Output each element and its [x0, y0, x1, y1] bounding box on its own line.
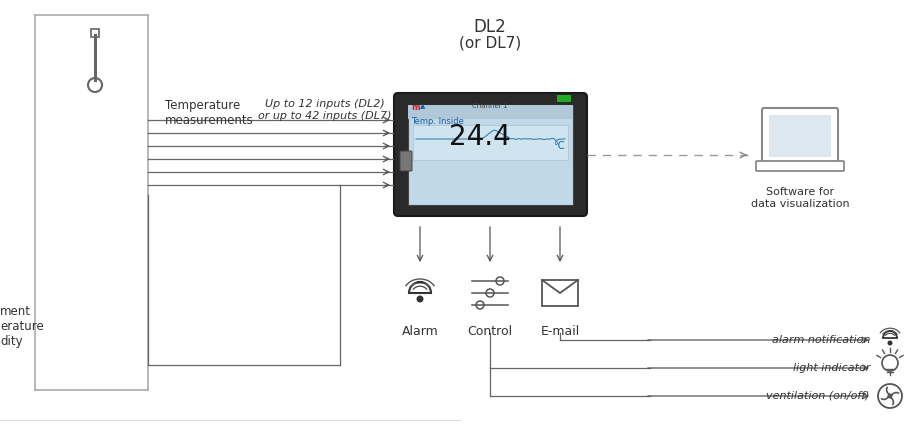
- Circle shape: [88, 78, 102, 92]
- Text: °C: °C: [553, 141, 565, 151]
- Text: ment
erature
dity: ment erature dity: [0, 305, 44, 348]
- Circle shape: [416, 295, 424, 302]
- Text: ventilation (on/off): ventilation (on/off): [767, 391, 870, 401]
- FancyBboxPatch shape: [394, 93, 587, 216]
- Text: ▲: ▲: [420, 103, 425, 109]
- Bar: [408, 105, 573, 119]
- Bar: [413, 125, 568, 160]
- Text: (or DL7): (or DL7): [458, 35, 521, 50]
- Text: Channel 1: Channel 1: [472, 103, 508, 109]
- Bar: [91, 29, 99, 37]
- Circle shape: [878, 384, 902, 408]
- Text: Control: Control: [468, 325, 513, 338]
- Text: DL2: DL2: [473, 18, 506, 36]
- Circle shape: [486, 289, 494, 297]
- Text: m: m: [411, 103, 420, 112]
- Text: 24.4: 24.4: [449, 123, 511, 151]
- Text: Alarm: Alarm: [402, 325, 438, 338]
- Text: alarm notification: alarm notification: [771, 335, 870, 345]
- Text: Up to 12 inputs (DL2)
or up to 42 inputs (DL7): Up to 12 inputs (DL2) or up to 42 inputs…: [259, 99, 392, 121]
- Bar: [542, 280, 578, 306]
- Text: light indicator: light indicator: [792, 363, 870, 373]
- Bar: [557, 95, 571, 102]
- Text: Temperature
measurements: Temperature measurements: [165, 99, 254, 127]
- Circle shape: [888, 340, 892, 346]
- Bar: [769, 115, 831, 157]
- Circle shape: [882, 355, 898, 371]
- Bar: [408, 105, 573, 205]
- Text: Software for
data visualization: Software for data visualization: [751, 187, 849, 208]
- Circle shape: [476, 301, 484, 309]
- Text: E-mail: E-mail: [540, 325, 580, 338]
- FancyBboxPatch shape: [762, 108, 838, 164]
- FancyBboxPatch shape: [756, 161, 844, 171]
- Text: Temp. Inside: Temp. Inside: [411, 117, 464, 126]
- Circle shape: [888, 393, 892, 399]
- Circle shape: [496, 277, 504, 285]
- FancyBboxPatch shape: [400, 151, 412, 171]
